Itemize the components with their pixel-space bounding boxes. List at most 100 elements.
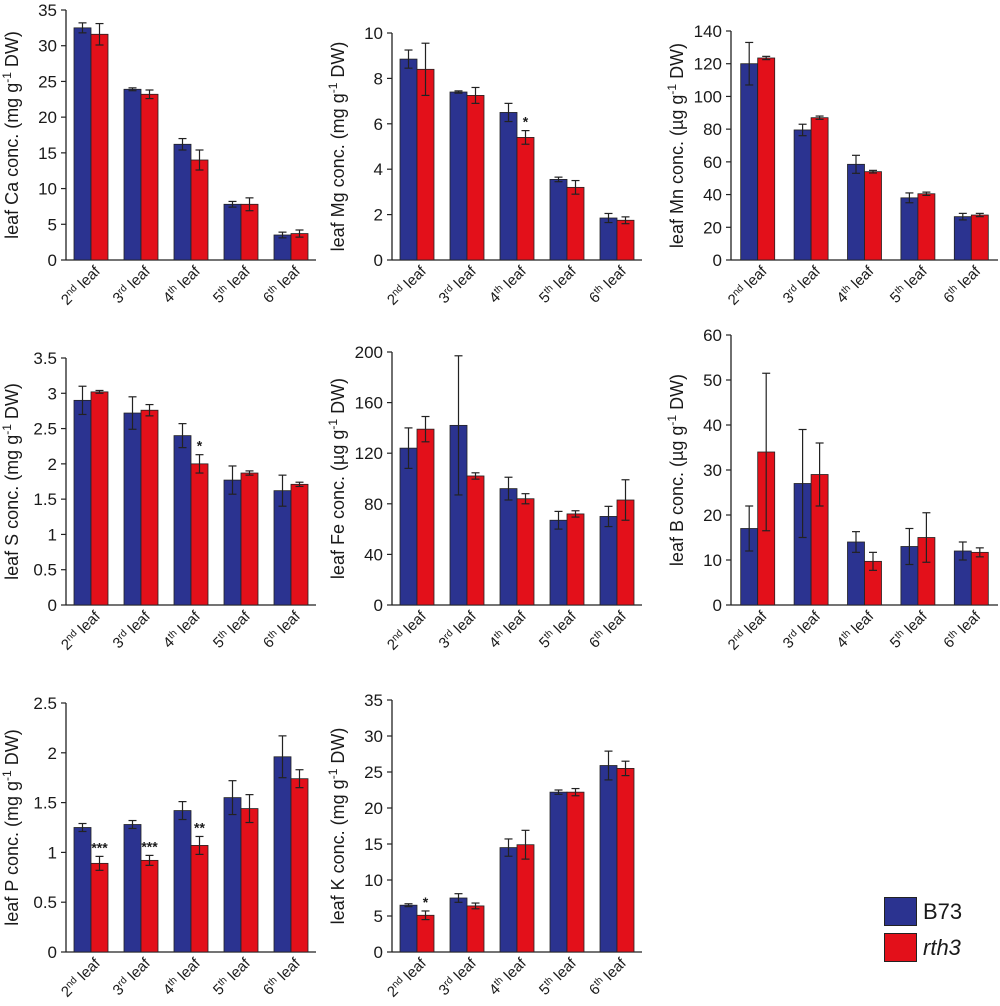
error-bar [958,541,967,561]
chart-panel-0: 0 5 10 15 20 25 30 35 leaf Ca conc. (mg g-1 DW) 2… [0,1,316,309]
bar-rth3 [290,778,309,953]
error-bar [404,427,413,469]
x-tick-label: 3rd leaf [109,954,154,999]
y-tick-label: 10 [38,180,57,199]
y-axis-label: leaf K conc. (mg g-1 DW) [326,728,348,925]
error-bar [454,893,463,903]
y-tick-label: 100 [694,87,722,106]
x-tick-label: 6th leaf [940,607,985,652]
bar-b73 [173,810,192,953]
error-bar [195,835,204,855]
error-bar [504,476,513,501]
y-tick-label: 2.5 [33,420,57,439]
error-bar [958,212,967,221]
error-bar [145,89,154,100]
bar-rth3 [416,914,435,953]
x-tick-label: 6th leaf [940,262,985,307]
error-bar [471,472,480,480]
bar-rth3 [290,483,309,606]
error-bar [95,22,104,46]
y-tick-label: 25 [38,72,57,91]
error-bar [195,454,204,474]
error-bar [798,123,807,137]
y-tick-label: 35 [38,1,57,20]
significance-marker: * [523,114,529,130]
y-tick-label: 0 [374,943,383,962]
y-tick-label: 20 [38,108,57,127]
error-bar [554,789,563,795]
bar-b73 [173,143,192,261]
error-bar [278,231,287,239]
chart-panel-2: 0 20 40 60 80 100 120 140 leaf Mn conc. (µg g-1 … [665,22,998,309]
y-tick-label: 5 [48,215,57,234]
x-tick-label: 6th leaf [586,954,631,999]
x-tick-label: 4th leaf [160,607,205,652]
bar-rth3 [416,428,435,606]
error-bar [571,787,580,797]
error-bar [421,910,430,921]
error-bar [404,49,413,69]
bar-rth3 [516,844,535,953]
bar-b73 [549,179,568,261]
x-tick-label: 3rd leaf [109,607,154,652]
legend-swatch-b73 [884,897,917,926]
bar-b73 [173,435,192,606]
error-bar [421,42,430,97]
y-tick-label: 2 [48,455,57,474]
y-axis-label: leaf P conc. (mg g-1 DW) [0,729,22,925]
error-bar [145,403,154,417]
y-tick-label: 15 [38,144,57,163]
error-bar [178,801,187,821]
y-tick-label: 0 [48,943,57,962]
error-bar [798,428,807,539]
bar-rth3 [240,203,259,261]
error-bar [905,527,914,566]
bar-rth3 [190,159,209,261]
error-bar [571,510,580,518]
bar-b73 [549,519,568,606]
bar-rth3 [466,905,485,953]
x-tick-label: 6th leaf [586,262,631,307]
x-tick-label: 2nd leaf [724,262,771,309]
error-bar [621,216,630,225]
error-bar [604,750,613,781]
bar-b73 [499,488,518,606]
y-axis-label: leaf Fe conc. (µg g-1 DW) [326,378,348,579]
bar-b73 [399,58,418,261]
bar-b73 [900,197,919,261]
y-tick-label: 30 [38,37,57,56]
error-bar [815,115,824,120]
bar-b73 [599,765,618,953]
x-tick-label: 4th leaf [160,954,205,999]
bar-rth3 [566,513,585,606]
y-tick-label: 60 [703,153,722,172]
error-bar [621,479,630,521]
error-bar [228,200,237,208]
y-tick-label: 0 [48,596,57,615]
error-bar [295,769,304,789]
error-bar [78,822,87,833]
bar-b73 [549,791,568,953]
bar-rth3 [190,845,209,953]
bar-b73 [73,399,92,606]
y-axis-label: leaf Mn conc. (µg g-1 DW) [665,43,687,248]
x-tick-label: 2nd leaf [384,262,431,309]
y-tick-label: 0.5 [33,561,57,580]
x-tick-label: 5th leaf [210,607,255,652]
legend-item-b73: B73 [884,895,994,928]
legend-item-rth3: rth3 [884,931,994,964]
y-tick-label: 15 [364,835,383,854]
y-tick-label: 10 [703,551,722,570]
y-tick-label: 5 [374,907,383,926]
bar-b73 [499,847,518,953]
error-bar [278,474,287,507]
error-bar [604,505,613,528]
bar-b73 [449,91,468,261]
x-tick-label: 2nd leaf [384,954,431,1001]
x-tick-label: 4th leaf [486,607,531,652]
error-bar [178,137,187,151]
x-tick-label: 5th leaf [210,954,255,999]
error-bar [95,389,104,394]
bar-b73 [399,904,418,953]
bar-b73 [599,516,618,606]
